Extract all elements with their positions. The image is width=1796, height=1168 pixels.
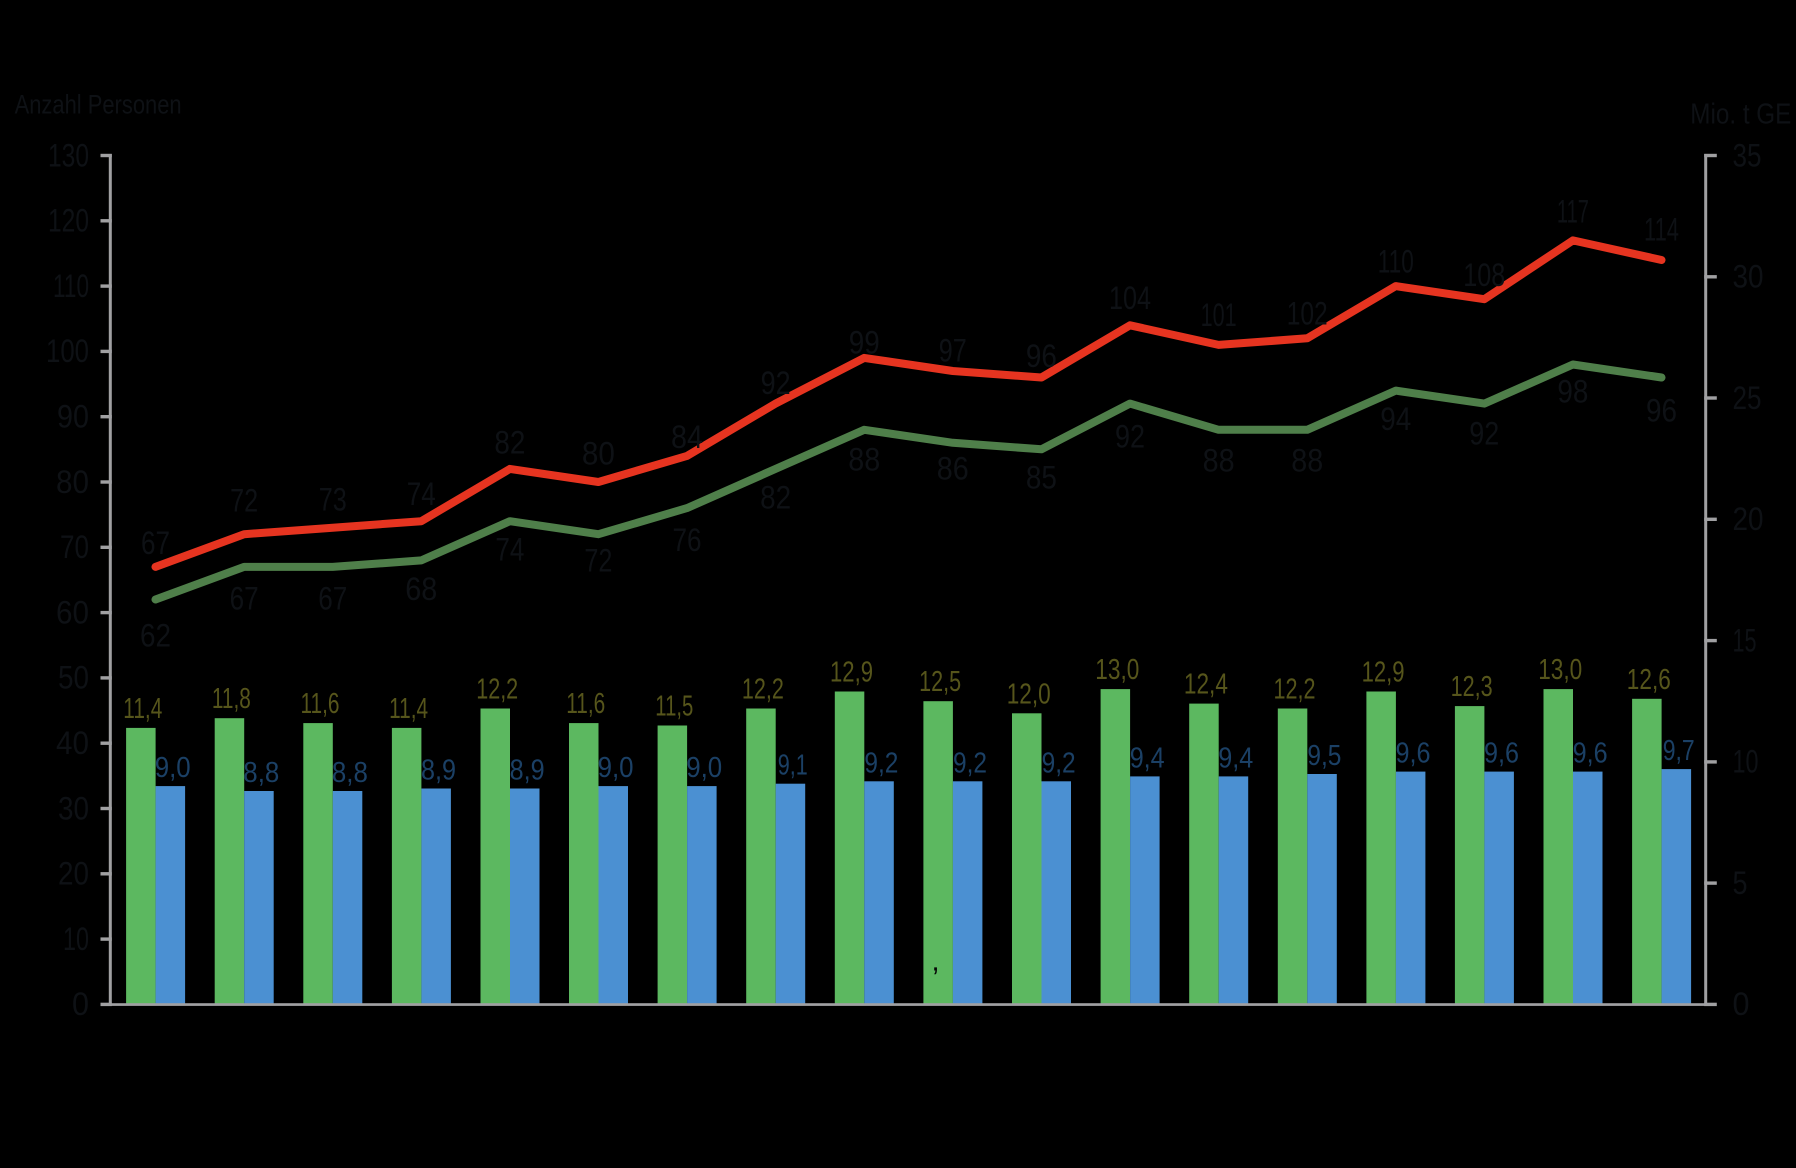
svg-text:68: 68 bbox=[405, 571, 437, 607]
svg-text:92: 92 bbox=[761, 365, 791, 401]
svg-text:9,4: 9,4 bbox=[1218, 742, 1253, 774]
svg-text:12,5: 12,5 bbox=[919, 666, 961, 698]
svg-text:8,9: 8,9 bbox=[421, 755, 456, 787]
svg-text:86: 86 bbox=[937, 451, 969, 487]
svg-text:13,0: 13,0 bbox=[1095, 654, 1139, 686]
svg-text:9,2: 9,2 bbox=[864, 747, 898, 779]
svg-text:130: 130 bbox=[48, 137, 89, 173]
svg-text:76: 76 bbox=[673, 522, 702, 558]
svg-text:114: 114 bbox=[1644, 212, 1679, 248]
svg-text:96: 96 bbox=[1026, 338, 1057, 374]
svg-text:9,2: 9,2 bbox=[1042, 747, 1076, 779]
svg-text:101: 101 bbox=[1201, 297, 1237, 333]
svg-text:5: 5 bbox=[1733, 865, 1748, 901]
svg-text:82: 82 bbox=[760, 480, 791, 516]
svg-text:10: 10 bbox=[1733, 744, 1759, 780]
svg-text:20: 20 bbox=[58, 856, 89, 892]
svg-text:110: 110 bbox=[1378, 244, 1414, 280]
svg-text:73: 73 bbox=[319, 481, 347, 517]
svg-text:12,3: 12,3 bbox=[1451, 671, 1493, 703]
svg-text:30: 30 bbox=[58, 790, 89, 826]
svg-text:9,6: 9,6 bbox=[1484, 738, 1519, 770]
svg-text:72: 72 bbox=[230, 483, 258, 519]
svg-text:9,0: 9,0 bbox=[686, 752, 722, 784]
svg-text:74: 74 bbox=[407, 476, 436, 512]
svg-text:9,6: 9,6 bbox=[1396, 738, 1431, 770]
svg-text:60: 60 bbox=[56, 594, 89, 630]
svg-text:12,4: 12,4 bbox=[1184, 669, 1228, 701]
svg-text:88: 88 bbox=[1291, 443, 1323, 479]
svg-text:67: 67 bbox=[141, 525, 170, 561]
svg-text:9,5: 9,5 bbox=[1307, 740, 1341, 772]
svg-text:9,7: 9,7 bbox=[1663, 735, 1695, 767]
svg-text:0: 0 bbox=[1733, 986, 1750, 1022]
svg-text:12,2: 12,2 bbox=[476, 674, 518, 706]
svg-text:15: 15 bbox=[1733, 622, 1757, 658]
svg-text:11,8: 11,8 bbox=[212, 683, 251, 715]
svg-text:67: 67 bbox=[318, 581, 347, 617]
svg-text:90: 90 bbox=[57, 399, 89, 435]
svg-text:99: 99 bbox=[849, 324, 880, 360]
svg-text:Mio. t GE: Mio. t GE bbox=[1690, 99, 1791, 131]
svg-text:117: 117 bbox=[1557, 194, 1589, 230]
svg-text:108: 108 bbox=[1463, 257, 1505, 293]
svg-text:102: 102 bbox=[1287, 295, 1328, 331]
svg-text:12,9: 12,9 bbox=[830, 657, 873, 689]
svg-text:82: 82 bbox=[494, 424, 525, 460]
svg-text:35: 35 bbox=[1733, 137, 1762, 173]
svg-text:100: 100 bbox=[46, 333, 89, 369]
svg-text:20: 20 bbox=[1733, 501, 1764, 537]
svg-text:72: 72 bbox=[584, 542, 612, 578]
svg-text:94: 94 bbox=[1380, 401, 1411, 437]
svg-text:104: 104 bbox=[1109, 280, 1151, 316]
svg-text:88: 88 bbox=[1203, 443, 1235, 479]
svg-text:80: 80 bbox=[56, 464, 89, 500]
svg-text:92: 92 bbox=[1115, 418, 1145, 454]
svg-text:92: 92 bbox=[1469, 415, 1499, 451]
svg-text:9,2: 9,2 bbox=[953, 747, 987, 779]
svg-text:85: 85 bbox=[1026, 460, 1057, 496]
svg-text:Anzahl Personen: Anzahl Personen bbox=[15, 90, 182, 120]
svg-text:80: 80 bbox=[582, 436, 615, 472]
svg-text:67: 67 bbox=[230, 581, 259, 617]
svg-text:8,8: 8,8 bbox=[243, 757, 279, 789]
svg-text:50: 50 bbox=[58, 660, 89, 696]
svg-text:12,2: 12,2 bbox=[1274, 674, 1316, 706]
svg-text:70: 70 bbox=[60, 529, 89, 565]
svg-text:9,6: 9,6 bbox=[1573, 738, 1608, 770]
svg-text:11,4: 11,4 bbox=[389, 693, 428, 725]
svg-text:12,2: 12,2 bbox=[742, 674, 784, 706]
svg-text:120: 120 bbox=[48, 203, 89, 239]
svg-text:0: 0 bbox=[72, 986, 89, 1022]
svg-text:12,0: 12,0 bbox=[1007, 678, 1051, 710]
svg-text:9,1: 9,1 bbox=[778, 750, 808, 782]
svg-text:9,0: 9,0 bbox=[155, 752, 191, 784]
svg-text:110: 110 bbox=[53, 268, 89, 304]
svg-text:11,5: 11,5 bbox=[655, 691, 693, 723]
svg-text:8,8: 8,8 bbox=[332, 757, 368, 789]
svg-text:12,6: 12,6 bbox=[1627, 664, 1671, 696]
svg-text:25: 25 bbox=[1733, 380, 1762, 416]
svg-text:11,6: 11,6 bbox=[566, 688, 605, 720]
svg-text:40: 40 bbox=[56, 725, 89, 761]
svg-text:98: 98 bbox=[1557, 374, 1588, 410]
svg-text:10: 10 bbox=[63, 921, 89, 957]
svg-text:62: 62 bbox=[140, 618, 171, 654]
svg-text:74: 74 bbox=[495, 531, 524, 567]
svg-text:11,6: 11,6 bbox=[301, 688, 340, 720]
svg-text:96: 96 bbox=[1646, 393, 1677, 429]
svg-text:88: 88 bbox=[848, 442, 880, 478]
svg-text:11,4: 11,4 bbox=[123, 693, 162, 725]
svg-text:8,9: 8,9 bbox=[510, 755, 545, 787]
svg-text:12,9: 12,9 bbox=[1362, 657, 1405, 689]
svg-text:9,0: 9,0 bbox=[598, 752, 634, 784]
svg-text:84: 84 bbox=[671, 419, 703, 455]
svg-text:13,0: 13,0 bbox=[1538, 654, 1582, 686]
svg-text:,: , bbox=[932, 946, 940, 978]
svg-text:97: 97 bbox=[939, 333, 967, 369]
svg-text:30: 30 bbox=[1733, 259, 1764, 295]
svg-text:9,4: 9,4 bbox=[1130, 742, 1165, 774]
